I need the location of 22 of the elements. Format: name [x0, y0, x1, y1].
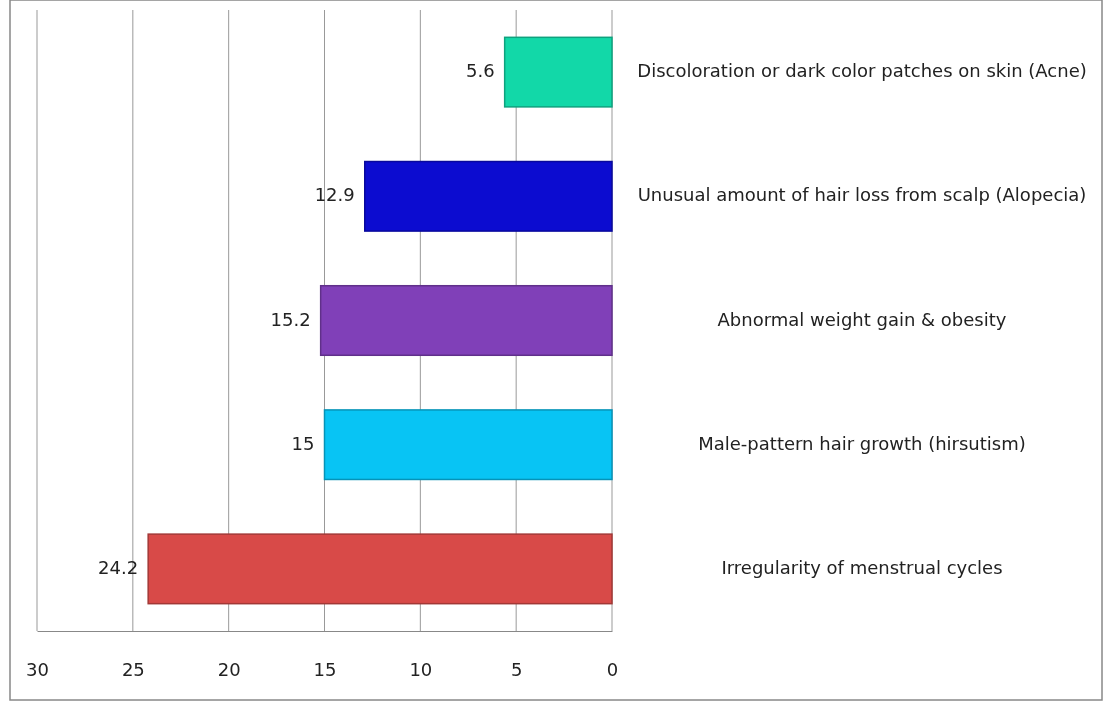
data-label: 15	[291, 432, 315, 454]
x-tick-label: 30	[26, 658, 49, 680]
x-tick-label: 5	[510, 658, 523, 680]
bar	[364, 160, 613, 232]
data-label: 15.2	[270, 308, 311, 330]
y-tick-label: Discoloration or dark color patches on skin (Acne)	[637, 60, 1087, 82]
bar	[323, 409, 613, 481]
data-label: 12.9	[314, 184, 355, 206]
x-tick-label: 25	[121, 658, 145, 680]
x-tick-label: 0	[606, 658, 619, 680]
x-tick-label: 20	[217, 658, 241, 680]
x-tick-label: 10	[409, 658, 433, 680]
bar	[503, 36, 613, 108]
y-tick-label: Irregularity of menstrual cycles	[721, 556, 1003, 578]
data-label: 24.2	[98, 556, 139, 578]
x-tick-label: 15	[313, 658, 337, 680]
bar	[147, 533, 613, 605]
data-label: 5.6	[466, 60, 495, 82]
y-tick-label: Male-pattern hair growth (hirsutism)	[698, 432, 1026, 454]
bar	[319, 284, 613, 357]
y-tick-label: Abnormal weight gain & obesity	[717, 308, 1007, 330]
y-tick-label: Unusual amount of hair loss from scalp (Alopecia)	[637, 184, 1087, 206]
